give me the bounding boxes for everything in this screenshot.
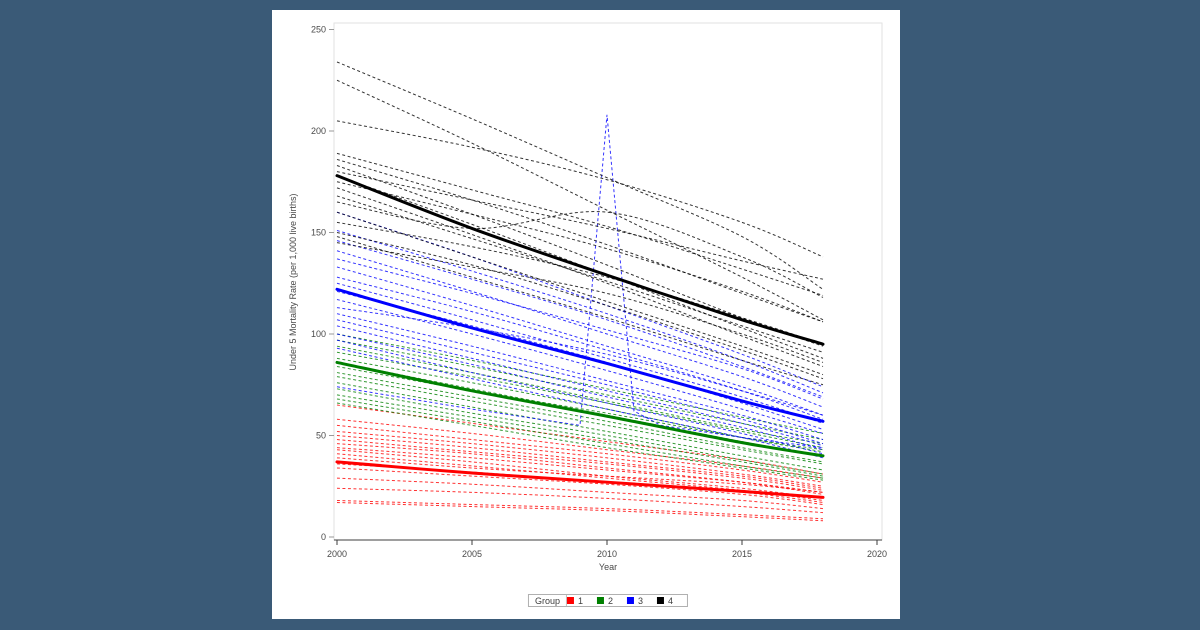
mortality-spaghetti-chart: 0 50 100 150 200 250 2000 2005 2010 2015 2020 Year… bbox=[288, 22, 887, 572]
legend-item-group-2: 2 bbox=[596, 595, 614, 606]
legend-swatch-group-1 bbox=[566, 597, 574, 604]
y-tick-label: 250 bbox=[311, 25, 326, 35]
legend-item-group-1: 1 bbox=[566, 595, 583, 606]
y-axis-title: Under 5 Mortality Rate (per 1,000 live b… bbox=[288, 193, 298, 370]
legend-swatch-group-4 bbox=[657, 597, 665, 604]
x-tick-label: 2015 bbox=[732, 549, 752, 559]
plot-area bbox=[333, 22, 883, 541]
country-line-group-1 bbox=[336, 487, 824, 514]
country-line-group-2 bbox=[336, 394, 824, 477]
country-line-group-4 bbox=[336, 221, 824, 345]
country-line-group-1 bbox=[336, 418, 824, 479]
country-line-group-4 bbox=[336, 152, 824, 296]
country-line-group-1 bbox=[336, 424, 824, 483]
country-line-group-3 bbox=[336, 258, 824, 400]
mean-line-group-2 bbox=[335, 360, 825, 458]
country-line-group-2 bbox=[336, 398, 824, 479]
country-line-group-1 bbox=[336, 499, 824, 520]
country-line-group-4 bbox=[336, 61, 824, 290]
chart-card: 0 50 100 150 200 250 2000 2005 2010 2015 2020 Year… bbox=[272, 10, 900, 619]
country-line-group-3 bbox=[336, 229, 824, 394]
country-line-group-4 bbox=[336, 211, 824, 376]
country-line-group-3 bbox=[336, 266, 824, 416]
country-line-group-4 bbox=[336, 79, 824, 321]
x-axis-title: Year bbox=[599, 562, 617, 572]
legend-label: 3 bbox=[638, 595, 644, 606]
country-line-group-1 bbox=[336, 443, 824, 495]
country-line-group-3 bbox=[336, 276, 824, 420]
country-line-group-2 bbox=[336, 402, 824, 481]
legend-item-group-3: 3 bbox=[627, 596, 643, 606]
outlier-spike-line-group-3 bbox=[336, 114, 824, 449]
mean-line-group-1 bbox=[335, 460, 825, 499]
mean-line-group-3 bbox=[335, 287, 825, 423]
country-line-group-4 bbox=[336, 195, 824, 353]
country-line-group-3 bbox=[336, 250, 824, 408]
y-tick-label: 150 bbox=[311, 228, 326, 238]
country-line-group-4 bbox=[336, 158, 824, 323]
legend-divider bbox=[565, 595, 567, 606]
country-line-group-1 bbox=[336, 435, 824, 489]
x-tick-label: 2010 bbox=[597, 549, 617, 559]
country-line-group-1 bbox=[336, 501, 824, 522]
y-tick-label: 0 bbox=[321, 532, 326, 542]
country-line-group-2 bbox=[336, 339, 824, 441]
legend-swatch-group-2 bbox=[596, 597, 604, 604]
country-line-group-2 bbox=[336, 345, 824, 445]
y-tick-label: 50 bbox=[316, 431, 326, 441]
country-line-group-1 bbox=[336, 467, 824, 506]
country-line-group-3 bbox=[336, 299, 824, 434]
axes: 0 50 100 150 200 250 2000 2005 2010 2015 2020 bbox=[311, 25, 887, 560]
country-line-group-3 bbox=[336, 307, 824, 416]
country-line-group-4 bbox=[336, 120, 824, 258]
country-line-group-4 bbox=[336, 201, 824, 298]
y-tick-label: 200 bbox=[311, 126, 326, 136]
country-line-group-3 bbox=[336, 282, 824, 424]
country-line-group-3 bbox=[336, 240, 824, 398]
legend-item-group-4: 4 bbox=[657, 596, 673, 606]
country-line-group-3 bbox=[336, 333, 824, 451]
chart-legend: Group 1 2 3 4 bbox=[527, 594, 689, 607]
country-line-group-4 bbox=[336, 236, 824, 386]
country-line-group-3 bbox=[336, 290, 824, 430]
x-tick-label: 2005 bbox=[462, 549, 482, 559]
country-line-group-3 bbox=[336, 325, 824, 447]
mean-line-group-4 bbox=[335, 174, 825, 346]
country-line-group-3 bbox=[336, 319, 824, 445]
x-tick-label: 2000 bbox=[327, 549, 347, 559]
country-line-group-1 bbox=[336, 477, 824, 510]
country-line-group-1 bbox=[336, 453, 824, 501]
legend-swatch-group-3 bbox=[627, 597, 635, 604]
country-line-group-1 bbox=[336, 439, 824, 491]
country-line-group-3 bbox=[336, 347, 824, 459]
country-line-group-1 bbox=[336, 447, 824, 493]
country-line-group-4 bbox=[336, 171, 824, 280]
country-line-group-2 bbox=[336, 333, 824, 434]
y-tick-label: 100 bbox=[311, 329, 326, 339]
country-line-group-1 bbox=[336, 430, 824, 487]
country-line-group-4 bbox=[336, 181, 824, 323]
legend-title: Group bbox=[534, 595, 560, 606]
country-line-group-3 bbox=[336, 339, 824, 455]
country-line-group-1 bbox=[336, 404, 824, 475]
country-line-group-1 bbox=[336, 457, 824, 493]
legend-label: 4 bbox=[668, 595, 674, 606]
x-tick-label: 2020 bbox=[867, 549, 887, 559]
country-line-group-4 bbox=[336, 187, 824, 367]
legend-label: 1 bbox=[577, 595, 583, 606]
legend-label: 2 bbox=[607, 595, 614, 606]
